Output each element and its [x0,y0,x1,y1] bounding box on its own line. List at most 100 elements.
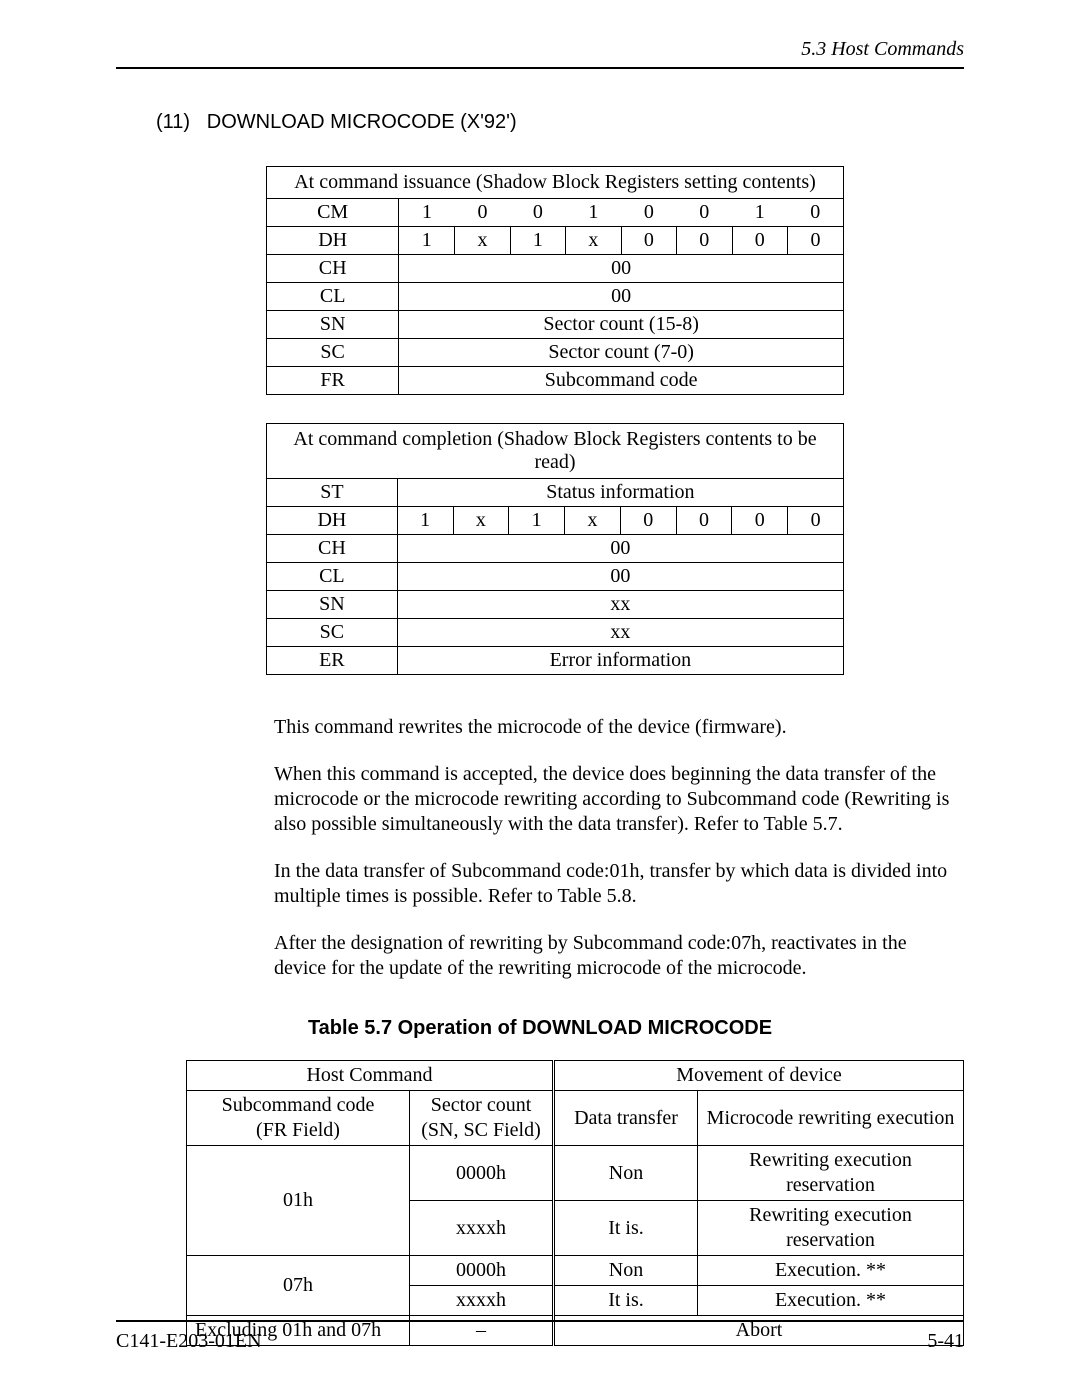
span-cell: 00 [397,563,843,591]
span-cell: Error information [397,647,843,675]
table-row: CL 00 [267,283,844,311]
reg-label: CH [267,535,398,563]
paragraph: After the designation of rewriting by Su… [274,931,954,981]
head-subcommand: Subcommand code (FR Field) [187,1091,410,1146]
bit-cell: x [565,507,621,535]
page-footer: C141-E203-01EN 5-41 [116,1320,964,1353]
paragraph: This command rewrites the microcode of t… [274,715,954,740]
bit-cell: 0 [787,199,843,227]
bit-cell: 0 [787,227,843,255]
bit-cell: 1 [397,507,453,535]
head-data-transfer: Data transfer [554,1091,698,1146]
document-page: 5.3 Host Commands (11) DOWNLOAD MICROCOD… [0,0,1080,1397]
table-row: SC Sector count (7-0) [267,339,844,367]
bit-cell: 0 [788,507,844,535]
body-text-block: This command rewrites the microcode of t… [274,715,954,981]
head-subcommand-l2: (FR Field) [256,1119,340,1141]
table-row: CM 1 0 0 1 0 0 1 0 [267,199,844,227]
reg-label: DH [267,227,399,255]
completion-table-container: At command completion (Shadow Block Regi… [266,423,844,675]
bit-cell: 0 [455,199,510,227]
op-cell: xxxxh [410,1201,554,1256]
table-row: 01h 0000h Non Rewriting execution reserv… [187,1146,964,1201]
op-cell: 0000h [410,1146,554,1201]
bit-cell: 0 [732,507,788,535]
op-cell: Rewriting execution reservation [698,1201,964,1256]
footer-right: 5-41 [927,1330,964,1353]
completion-caption: At command completion (Shadow Block Regi… [266,423,844,478]
table-row: SN xx [267,591,844,619]
span-cell: Status information [397,479,843,507]
table-row: Subcommand code (FR Field) Sector count … [187,1091,964,1146]
section-number: (11) [156,111,190,133]
section-heading: (11) DOWNLOAD MICROCODE (X'92') [156,111,964,134]
table-row: DH 1 x 1 x 0 0 0 0 [267,507,844,535]
op-cell: Non [554,1146,698,1201]
reg-label: SC [267,339,399,367]
issuance-table-container: At command issuance (Shadow Block Regist… [266,166,844,395]
head-rewriting: Microcode rewriting execution [698,1091,964,1146]
reg-label: CL [267,283,399,311]
issuance-table: CM 1 0 0 1 0 0 1 0 DH 1 x 1 x 0 0 0 0 [266,198,844,395]
span-cell: xx [397,619,843,647]
op-cell: xxxxh [410,1286,554,1316]
reg-label: CH [267,255,399,283]
head-sector: Sector count (SN, SC Field) [410,1091,554,1146]
bit-cell: 1 [399,227,455,255]
table-row: DH 1 x 1 x 0 0 0 0 [267,227,844,255]
bit-cell: 0 [510,199,565,227]
table57-title: Table 5.7 Operation of DOWNLOAD MICROCOD… [116,1017,964,1040]
head-movement: Movement of device [554,1061,964,1091]
bit-cell: x [566,227,621,255]
bit-cell: 0 [677,227,732,255]
bit-cell: x [455,227,510,255]
issuance-caption: At command issuance (Shadow Block Regist… [266,166,844,198]
header-section-text: 5.3 Host Commands [801,38,964,60]
reg-label: CL [267,563,398,591]
table-row: Host Command Movement of device [187,1061,964,1091]
span-cell: 00 [399,255,844,283]
table-row: SN Sector count (15-8) [267,311,844,339]
bit-cell: 0 [620,507,676,535]
span-cell: 00 [399,283,844,311]
bit-cell: x [453,507,509,535]
op-cell: 0000h [410,1256,554,1286]
span-cell: Sector count (7-0) [399,339,844,367]
head-host-command: Host Command [187,1061,554,1091]
op-cell: Non [554,1256,698,1286]
table-row: ST Status information [267,479,844,507]
reg-label: DH [267,507,398,535]
op-cell: It is. [554,1286,698,1316]
section-title-text: DOWNLOAD MICROCODE (X'92') [207,111,517,133]
span-cell: 00 [397,535,843,563]
table-row: ER Error information [267,647,844,675]
span-cell: xx [397,591,843,619]
operation-table-container: Host Command Movement of device Subcomma… [186,1060,964,1346]
bit-cell: 0 [732,227,787,255]
completion-table: ST Status information DH 1 x 1 x 0 0 0 0… [266,478,844,675]
op-cell: It is. [554,1201,698,1256]
span-cell: Sector count (15-8) [399,311,844,339]
bit-cell: 1 [509,507,565,535]
bit-cell: 1 [399,199,455,227]
span-cell: Subcommand code [399,367,844,395]
reg-label: ER [267,647,398,675]
reg-label: SN [267,311,399,339]
table-row: FR Subcommand code [267,367,844,395]
table-row: CH 00 [267,535,844,563]
operation-table: Host Command Movement of device Subcomma… [186,1060,964,1346]
table-row: 07h 0000h Non Execution. ** [187,1256,964,1286]
op-cell: Execution. ** [698,1286,964,1316]
reg-label: CM [267,199,399,227]
bit-cell: 1 [566,199,621,227]
page-header: 5.3 Host Commands [116,38,964,69]
paragraph: In the data transfer of Subcommand code:… [274,859,954,909]
reg-label: ST [267,479,398,507]
bit-cell: 0 [621,227,676,255]
reg-label: SN [267,591,398,619]
op-cell: Execution. ** [698,1256,964,1286]
reg-label: FR [267,367,399,395]
footer-left: C141-E203-01EN [116,1330,262,1353]
head-sector-l2: (SN, SC Field) [421,1119,540,1141]
op-cell: 07h [187,1256,410,1316]
